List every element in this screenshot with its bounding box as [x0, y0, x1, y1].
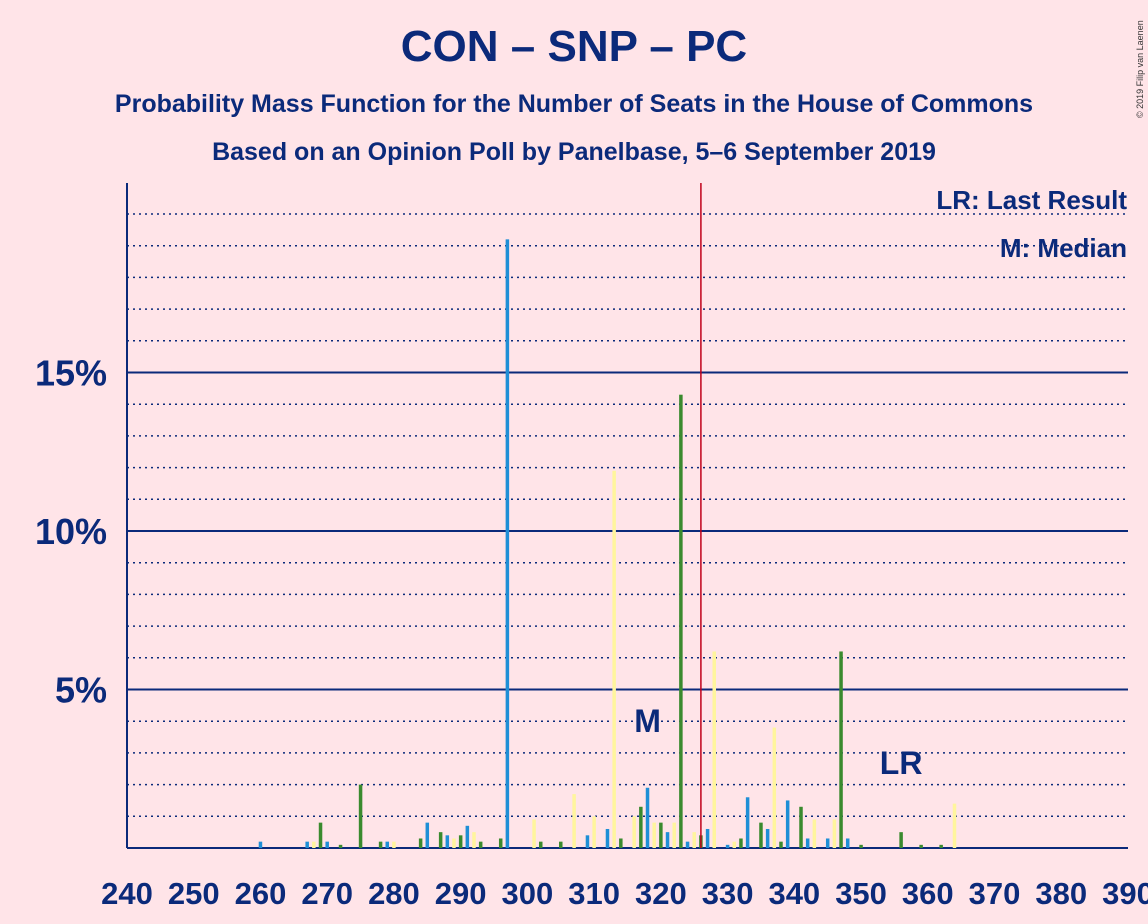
bar-319	[652, 822, 656, 848]
bar-310	[592, 816, 596, 848]
bar-272	[338, 844, 343, 848]
bar-343	[812, 819, 817, 848]
bar-317	[639, 806, 643, 848]
grid-lines	[126, 183, 1128, 849]
chart-subtitle: Probability Mass Function for the Number…	[114, 90, 1034, 118]
x-tick-label: 280	[368, 876, 420, 911]
bar-318	[645, 787, 650, 848]
bar-289	[452, 838, 456, 848]
bar-278	[378, 841, 383, 848]
chart-source-line: Based on an Opinion Poll by Panelbase, 5…	[212, 138, 936, 166]
x-tick-label: 240	[101, 876, 153, 911]
bar-293	[478, 841, 483, 848]
bar-350	[859, 844, 863, 848]
x-tick-label: 350	[835, 876, 887, 911]
x-tick-label: 380	[1035, 876, 1087, 911]
bar-292	[472, 832, 476, 848]
bar-325	[692, 832, 696, 848]
bar-338	[779, 841, 783, 848]
last-result-marker: LR	[880, 745, 923, 781]
bar-362	[939, 844, 943, 848]
chart-title: CON – SNP – PC	[400, 22, 748, 71]
bar-287	[438, 832, 443, 848]
x-tick-label: 340	[768, 876, 820, 911]
bar-288	[445, 835, 450, 848]
bar-305	[559, 841, 563, 848]
bar-269	[318, 822, 323, 848]
bar-323	[679, 394, 683, 848]
legend-entry: LR: Last Result	[936, 185, 1127, 215]
bar-327	[705, 828, 710, 848]
bar-302	[538, 841, 543, 848]
bar-307	[572, 794, 576, 848]
y-axis-labels: 5% 10% 15%	[35, 353, 107, 711]
bar-320	[659, 822, 663, 848]
annotations: M LR LR: Last Result M: Median	[634, 183, 1127, 848]
bar-284	[418, 838, 423, 848]
bar-285	[425, 822, 430, 848]
bar-270	[325, 841, 329, 848]
bar-335	[759, 822, 763, 848]
bar-series	[258, 239, 957, 849]
bar-322	[672, 822, 676, 848]
bar-348	[845, 838, 850, 848]
bar-279	[385, 841, 390, 848]
bar-356	[899, 832, 903, 848]
bar-260	[258, 841, 263, 848]
bar-337	[772, 727, 777, 848]
bar-346	[832, 819, 837, 848]
bar-359	[919, 844, 923, 848]
x-tick-label: 320	[635, 876, 687, 911]
bar-316	[632, 816, 636, 848]
bar-313	[612, 470, 616, 848]
bar-330	[725, 844, 730, 848]
bar-301	[532, 819, 536, 848]
legend-entry: M: Median	[1000, 233, 1127, 263]
bar-332	[739, 838, 743, 848]
x-tick-label: 300	[502, 876, 554, 911]
x-tick-label: 310	[568, 876, 620, 911]
bar-364	[952, 803, 957, 848]
bar-347	[839, 651, 843, 848]
bar-297	[505, 239, 510, 849]
x-tick-label: 370	[969, 876, 1021, 911]
y-tick-label: 10%	[35, 511, 107, 552]
bar-331	[732, 841, 737, 848]
bar-333	[745, 797, 750, 848]
bar-309	[585, 835, 590, 848]
x-tick-label: 250	[168, 876, 220, 911]
y-tick-label: 5%	[55, 670, 107, 711]
bar-314	[619, 838, 623, 848]
bar-268	[312, 841, 316, 848]
bar-336	[765, 828, 770, 848]
bar-280	[392, 841, 396, 848]
bar-321	[665, 832, 670, 848]
median-marker: M	[634, 703, 661, 739]
bar-275	[358, 784, 363, 848]
x-tick-label: 390	[1102, 876, 1148, 911]
x-tick-label: 260	[235, 876, 287, 911]
x-axis-labels: 240 250 260 270 280 290 300 310 320 330 340 350 360 3…	[101, 876, 1148, 911]
bar-296	[498, 838, 503, 848]
bar-342	[805, 838, 810, 848]
bar-324	[685, 841, 690, 848]
bar-290	[458, 835, 463, 848]
bar-267	[305, 841, 309, 848]
bar-291	[465, 825, 470, 848]
bar-328	[712, 651, 717, 848]
y-tick-label: 15%	[35, 353, 107, 394]
bar-339	[785, 800, 790, 848]
bar-312	[605, 828, 610, 848]
bar-345	[825, 838, 830, 848]
x-tick-label: 290	[435, 876, 487, 911]
x-tick-label: 330	[702, 876, 754, 911]
x-tick-label: 360	[902, 876, 954, 911]
x-tick-label: 270	[301, 876, 353, 911]
bar-341	[799, 806, 803, 848]
